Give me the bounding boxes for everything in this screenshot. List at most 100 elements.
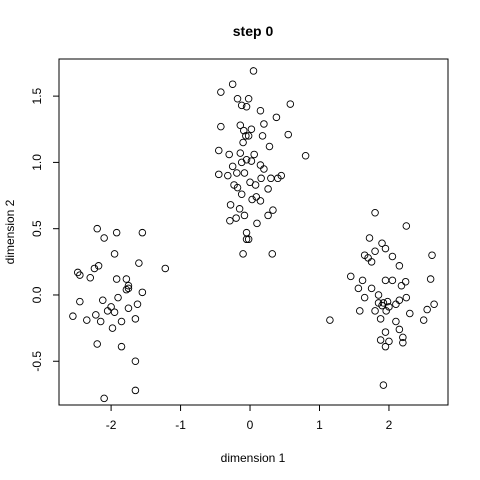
data-point bbox=[93, 224, 101, 233]
data-point bbox=[264, 185, 272, 193]
data-point bbox=[382, 307, 390, 315]
data-point bbox=[256, 161, 265, 169]
data-point bbox=[138, 228, 147, 237]
data-point bbox=[426, 275, 435, 283]
data-point bbox=[381, 276, 390, 285]
data-point bbox=[112, 228, 121, 237]
x-tick-label: 0 bbox=[247, 418, 254, 432]
data-point bbox=[93, 340, 101, 348]
data-point bbox=[131, 386, 140, 395]
data-point bbox=[260, 120, 268, 128]
data-point bbox=[239, 250, 247, 258]
data-point bbox=[392, 317, 400, 326]
data-point bbox=[217, 88, 225, 96]
data-point bbox=[248, 195, 256, 204]
data-point bbox=[383, 297, 392, 306]
data-point bbox=[228, 162, 237, 171]
data-point bbox=[122, 285, 131, 294]
data-point bbox=[388, 276, 397, 285]
data-point bbox=[236, 149, 245, 157]
data-point bbox=[242, 228, 251, 237]
data-point bbox=[133, 300, 142, 308]
data-point bbox=[237, 190, 246, 198]
data-point bbox=[379, 381, 388, 389]
data-point bbox=[138, 288, 147, 297]
x-axis-label: dimension 1 bbox=[221, 451, 286, 465]
data-point bbox=[124, 284, 133, 293]
x-tick-label: 2 bbox=[386, 418, 393, 432]
x-tick-label: -1 bbox=[175, 418, 186, 432]
data-point bbox=[240, 126, 248, 135]
data-point bbox=[301, 152, 310, 160]
data-point bbox=[251, 181, 260, 189]
data-point bbox=[347, 272, 355, 281]
data-point bbox=[260, 165, 268, 173]
data-point bbox=[90, 264, 99, 273]
data-point bbox=[124, 281, 133, 290]
data-point bbox=[117, 342, 126, 351]
data-point bbox=[215, 170, 223, 179]
data-point bbox=[264, 211, 272, 220]
data-point bbox=[110, 308, 119, 316]
data-point bbox=[69, 312, 77, 320]
data-point bbox=[242, 132, 250, 140]
data-point bbox=[239, 138, 247, 147]
data-point bbox=[371, 307, 379, 315]
y-tick-label: 1.5 bbox=[30, 87, 44, 104]
data-point bbox=[406, 309, 414, 318]
data-point bbox=[240, 211, 249, 220]
data-point bbox=[100, 394, 108, 403]
data-point bbox=[395, 296, 404, 305]
data-point bbox=[247, 157, 256, 165]
data-point bbox=[397, 281, 406, 290]
data-point bbox=[256, 197, 265, 205]
data-point bbox=[423, 305, 431, 314]
data-point bbox=[253, 219, 261, 228]
data-point bbox=[326, 316, 334, 324]
data-point bbox=[381, 244, 390, 253]
data-point bbox=[114, 293, 122, 302]
data-point bbox=[108, 324, 117, 332]
data-point bbox=[395, 262, 404, 270]
data-point bbox=[217, 122, 225, 131]
data-point bbox=[358, 276, 367, 285]
data-point bbox=[236, 121, 245, 130]
data-point bbox=[430, 300, 438, 308]
y-axis: -0.5 0.0 0.5 1.0 1.5 bbox=[30, 87, 59, 372]
data-point bbox=[232, 214, 240, 222]
data-point bbox=[94, 262, 103, 270]
data-point bbox=[96, 317, 105, 326]
data-point bbox=[385, 303, 393, 311]
data-point bbox=[131, 357, 140, 366]
data-point bbox=[367, 258, 376, 266]
data-point bbox=[135, 259, 143, 267]
data-point bbox=[388, 252, 397, 261]
data-point bbox=[399, 333, 407, 342]
data-point bbox=[244, 95, 253, 103]
data-point bbox=[215, 146, 223, 155]
data-point bbox=[269, 206, 277, 214]
data-point bbox=[428, 251, 436, 259]
x-tick-label: 1 bbox=[316, 418, 323, 432]
data-point bbox=[242, 102, 251, 111]
data-point bbox=[86, 273, 95, 282]
data-point bbox=[354, 284, 363, 293]
data-point bbox=[284, 130, 292, 139]
data-point bbox=[268, 250, 277, 258]
data-point bbox=[385, 337, 393, 346]
data-point bbox=[376, 315, 385, 323]
data-point bbox=[267, 174, 275, 183]
data-point bbox=[402, 222, 411, 230]
data-point bbox=[244, 132, 253, 140]
data-point bbox=[272, 113, 281, 122]
data-point bbox=[76, 271, 84, 279]
data-point bbox=[225, 150, 233, 159]
data-point bbox=[265, 142, 274, 151]
data-point bbox=[240, 169, 249, 177]
data-point bbox=[99, 296, 107, 305]
y-tick-label: 0.0 bbox=[30, 286, 44, 303]
data-point bbox=[92, 311, 100, 319]
data-point bbox=[381, 328, 390, 336]
plot-frame bbox=[58, 58, 449, 406]
